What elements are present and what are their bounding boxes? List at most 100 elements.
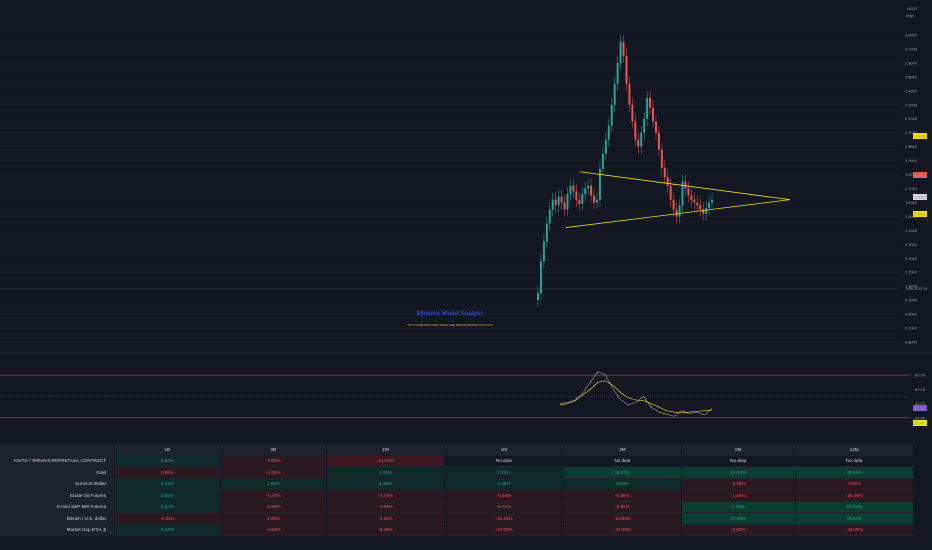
price-tick-label: 1.8000 — [905, 172, 918, 177]
table-cell: 3.44% — [114, 524, 221, 536]
price-badge — [913, 194, 927, 200]
table-cell: -0.28% — [681, 478, 796, 490]
table-cell: No data — [563, 455, 683, 467]
candle-body — [705, 208, 708, 214]
currency-label: USDT — [907, 6, 918, 11]
price-badge — [913, 133, 927, 139]
table-cell: -6.72% — [444, 501, 564, 513]
table-header-1: 1D — [114, 444, 221, 456]
candle-body — [581, 194, 584, 204]
candle-body — [652, 107, 655, 122]
price-badge — [913, 172, 927, 178]
table-cell: -1.35% — [681, 489, 796, 502]
candle-body — [569, 185, 572, 195]
table-cell: -41.38% — [563, 524, 683, 536]
candle-body — [690, 195, 693, 200]
table-row: KAITO / TetherUS PERPETUAL CONTRACT 5.36%… — [0, 455, 914, 467]
table-cell: -0.28% — [220, 466, 327, 479]
osc-tick-label: 20.00 — [915, 415, 926, 420]
price-badge-label: 1.9825 — [914, 134, 927, 139]
table-cell: 3.83% — [563, 478, 683, 490]
price-tick-label: 2.4000 — [905, 88, 918, 93]
price-tick-label: 1.2000 — [905, 256, 918, 261]
table-cell: -17.80% — [444, 524, 564, 536]
row-name: Market Cap ETH, $ — [0, 524, 115, 536]
price-badge-label: 1.6988 — [914, 173, 927, 178]
table-cell: 4.76% — [681, 501, 796, 513]
price-badge-label: 1.5863 — [914, 195, 927, 200]
candle-body — [696, 202, 699, 206]
table-cell: -5.36% — [563, 501, 683, 513]
table-row: Gold 0.08% -0.28% 1.26% 1.11% 11.18% 12.25% 39.… — [0, 466, 914, 479]
table-cell: 39.29% — [795, 466, 914, 479]
table-header-3: 1W — [326, 444, 446, 456]
price-chart[interactable]: 2.8000 2.7000 2.6000 2.5000 2.4000 2.3000 2.20… — [0, 0, 932, 445]
price-tick-label: 1.5000 — [905, 214, 918, 219]
table-body: KAITO / TetherUS PERPETUAL CONTRACT 5.36%… — [0, 455, 914, 536]
table-header-5: 3M — [563, 444, 683, 456]
candle-body — [643, 118, 646, 133]
price-tick-label: 2.6000 — [905, 60, 918, 65]
candle-body — [669, 185, 672, 200]
price-tick-label: 2.5000 — [905, 74, 918, 79]
row-name: Bitcoin / U.S. dollar — [0, 512, 115, 525]
table-cell: 12.25% — [681, 466, 796, 479]
indicator-subtitle: TRY TO NEVER LOSE, MAKE THE MARKET WORK … — [407, 323, 493, 327]
table-row: Crude Oil Futures 1.35% -1.47% -4.74% -5.94%… — [0, 489, 914, 502]
table-cell: 4.35% — [444, 478, 564, 490]
table-header-2: 3D — [220, 444, 327, 456]
row-name: Gold — [0, 466, 115, 479]
candle-body — [616, 62, 619, 84]
table-cell: 0.52% — [114, 501, 221, 513]
candle-body — [598, 168, 601, 200]
candle-body — [625, 55, 628, 84]
table-header-6: 6M — [681, 444, 796, 456]
table-cell: 26.62% — [795, 512, 914, 525]
candle-body — [684, 181, 687, 189]
table-cell: -4.74% — [326, 489, 446, 502]
table-cell: 11.18% — [563, 466, 683, 479]
candle-body — [604, 139, 607, 154]
osc-line-2 — [559, 380, 713, 414]
table-cell: 1.11% — [444, 466, 564, 479]
candle-body — [548, 209, 551, 224]
triangle-upper-line — [579, 171, 791, 201]
table-cell: -6.40% — [326, 524, 446, 536]
table-row: Euro/US Dollar 0.44% 1.96% 4.45% 4.35% 3.83% -… — [0, 478, 914, 490]
price-tick-label: 1.1000 — [905, 270, 918, 275]
candle-body — [587, 185, 590, 189]
candle-body — [539, 261, 542, 294]
table-cell: -14.85% — [563, 512, 683, 525]
candle-body — [610, 104, 613, 126]
candle-body — [711, 199, 713, 203]
candle-body — [672, 199, 675, 210]
table-cell: -5.94% — [444, 489, 564, 502]
price-tick-label: 1.3000 — [905, 242, 918, 247]
candle-body — [542, 241, 545, 262]
table-cell: 4.45% — [326, 478, 446, 490]
candle-body — [678, 205, 681, 217]
candle-body — [631, 104, 634, 122]
indicator-title: Dynamic Market Analysis — [416, 311, 484, 317]
price-tick-label: 1.4000 — [905, 228, 918, 233]
table-cell: -0.62% — [114, 512, 221, 525]
candle-body — [563, 202, 566, 210]
price-tick-label: 1.0000 — [905, 284, 918, 289]
table-row: Bitcoin / U.S. dollar -0.62% 4.83% -0.16% -1… — [0, 512, 914, 525]
candle-body — [675, 209, 678, 217]
price-tick-label: 0.7000 — [905, 326, 918, 331]
table-header-7: 12M — [795, 444, 914, 456]
osc-tick-label: 80.00 — [915, 373, 926, 378]
candle-body — [590, 185, 593, 196]
candle-body — [657, 132, 660, 150]
table-cell: 1.96% — [220, 478, 327, 490]
table-cell: 1.35% — [114, 489, 221, 502]
candle-body — [595, 199, 598, 203]
candle-body — [622, 41, 625, 56]
low-label: Low — [906, 286, 913, 291]
candle-body — [693, 199, 696, 203]
price-tick-label: 2.1000 — [905, 130, 918, 135]
price-badge-label: 1.4234 — [914, 212, 927, 217]
table-cell: -9.60% — [681, 524, 796, 536]
